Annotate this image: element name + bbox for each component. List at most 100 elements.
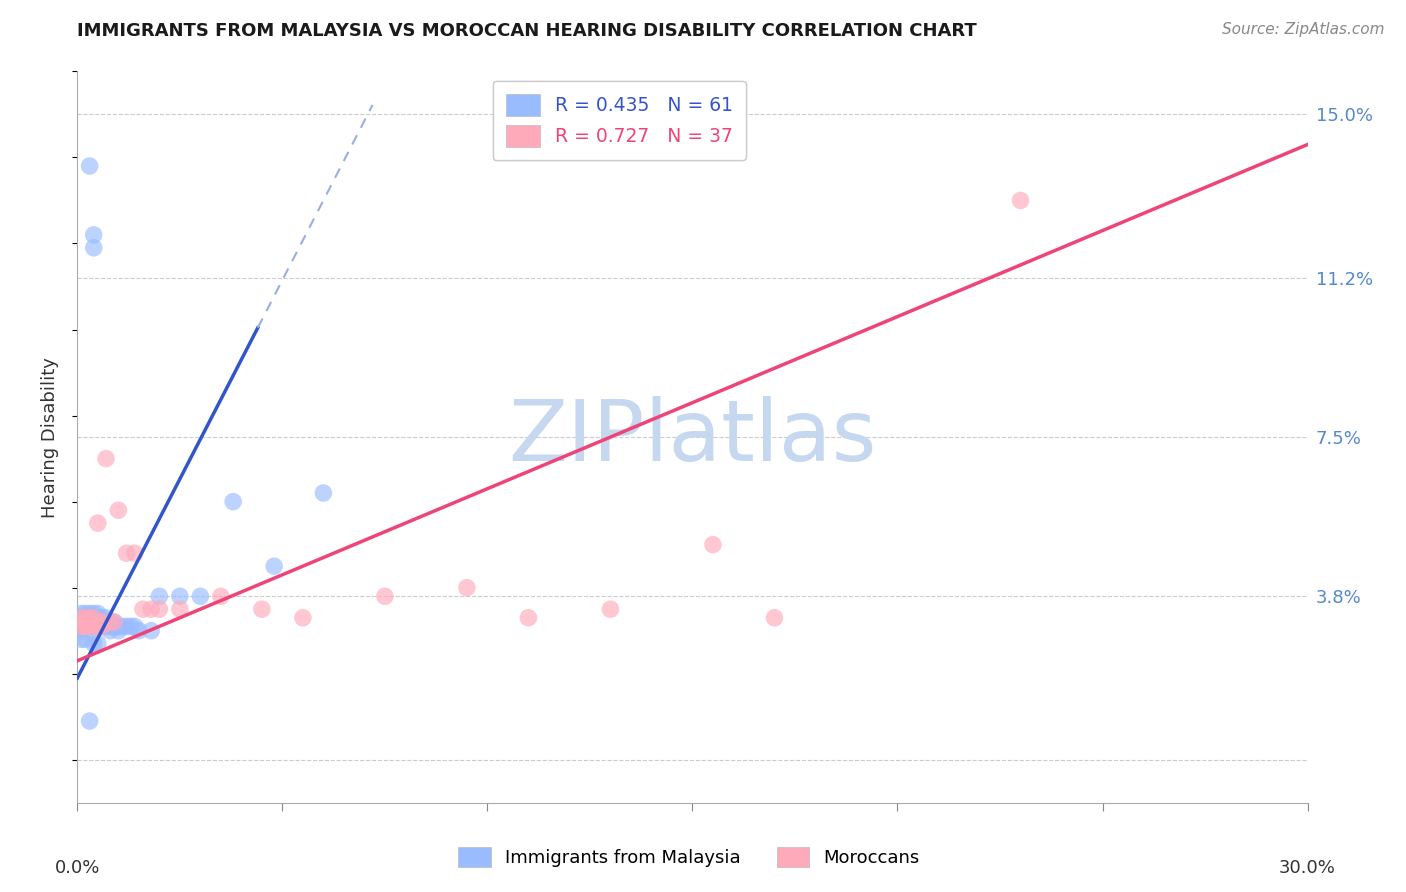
Point — [90, 615, 114, 629]
Point — [79, 611, 101, 625]
Point — [111, 619, 134, 633]
Point — [188, 589, 212, 603]
Point — [75, 615, 97, 629]
Point — [87, 516, 110, 530]
Point — [70, 615, 93, 629]
Point — [79, 607, 101, 621]
Point — [103, 615, 125, 629]
Point — [263, 559, 285, 574]
Point — [456, 581, 478, 595]
Point — [83, 241, 105, 255]
Point — [115, 546, 138, 560]
Point — [70, 632, 93, 647]
Point — [83, 607, 105, 621]
Point — [517, 611, 540, 625]
Point — [169, 589, 191, 603]
Point — [75, 615, 97, 629]
Point — [98, 624, 121, 638]
Point — [115, 619, 138, 633]
Point — [90, 611, 114, 625]
Point — [98, 615, 121, 629]
Point — [94, 611, 117, 625]
Point — [90, 619, 114, 633]
Point — [291, 611, 314, 625]
Point — [75, 607, 97, 621]
Text: IMMIGRANTS FROM MALAYSIA VS MOROCCAN HEARING DISABILITY CORRELATION CHART: IMMIGRANTS FROM MALAYSIA VS MOROCCAN HEA… — [77, 22, 977, 40]
Point — [70, 619, 93, 633]
Point — [94, 615, 117, 629]
Point — [79, 615, 101, 629]
Point — [141, 602, 163, 616]
Point — [70, 615, 93, 629]
Point — [83, 615, 105, 629]
Point — [128, 624, 150, 638]
Text: Source: ZipAtlas.com: Source: ZipAtlas.com — [1222, 22, 1385, 37]
Text: ZIPlatlas: ZIPlatlas — [508, 395, 877, 479]
Point — [87, 611, 110, 625]
Point — [75, 611, 97, 625]
Point — [83, 619, 105, 633]
Point — [75, 632, 97, 647]
Point — [599, 602, 621, 616]
Point — [87, 619, 110, 633]
Point — [94, 451, 117, 466]
Point — [70, 607, 93, 621]
Point — [169, 602, 191, 616]
Point — [1010, 194, 1032, 208]
Point — [79, 615, 101, 629]
Point — [90, 615, 114, 629]
Point — [209, 589, 232, 603]
Point — [75, 619, 97, 633]
Point — [79, 714, 101, 728]
Point — [79, 615, 101, 629]
Y-axis label: Hearing Disability: Hearing Disability — [41, 357, 59, 517]
Point — [107, 503, 129, 517]
Point — [70, 611, 93, 625]
Point — [132, 602, 155, 616]
Point — [75, 611, 97, 625]
Point — [312, 486, 335, 500]
Point — [79, 159, 101, 173]
Point — [83, 227, 105, 242]
Point — [87, 615, 110, 629]
Point — [83, 615, 105, 629]
Text: 0.0%: 0.0% — [55, 859, 100, 877]
Point — [94, 619, 117, 633]
Point — [124, 546, 146, 560]
Point — [98, 615, 121, 629]
Point — [75, 619, 97, 633]
Legend: Immigrants from Malaysia, Moroccans: Immigrants from Malaysia, Moroccans — [451, 839, 927, 874]
Point — [103, 619, 125, 633]
Point — [87, 607, 110, 621]
Point — [763, 611, 786, 625]
Point — [70, 611, 93, 625]
Point — [702, 538, 724, 552]
Point — [83, 611, 105, 625]
Point — [83, 637, 105, 651]
Point — [250, 602, 273, 616]
Point — [148, 602, 170, 616]
Point — [75, 611, 97, 625]
Point — [103, 615, 125, 629]
Point — [79, 619, 101, 633]
Point — [94, 619, 117, 633]
Point — [87, 637, 110, 651]
Point — [79, 611, 101, 625]
Point — [141, 624, 163, 638]
Point — [87, 619, 110, 633]
Point — [98, 619, 121, 633]
Point — [79, 619, 101, 633]
Point — [90, 619, 114, 633]
Point — [90, 619, 114, 633]
Point — [107, 624, 129, 638]
Point — [83, 619, 105, 633]
Point — [70, 619, 93, 633]
Point — [148, 589, 170, 603]
Point — [120, 619, 142, 633]
Point — [124, 619, 146, 633]
Point — [222, 494, 245, 508]
Point — [374, 589, 396, 603]
Point — [75, 615, 97, 629]
Point — [70, 624, 93, 638]
Point — [83, 619, 105, 633]
